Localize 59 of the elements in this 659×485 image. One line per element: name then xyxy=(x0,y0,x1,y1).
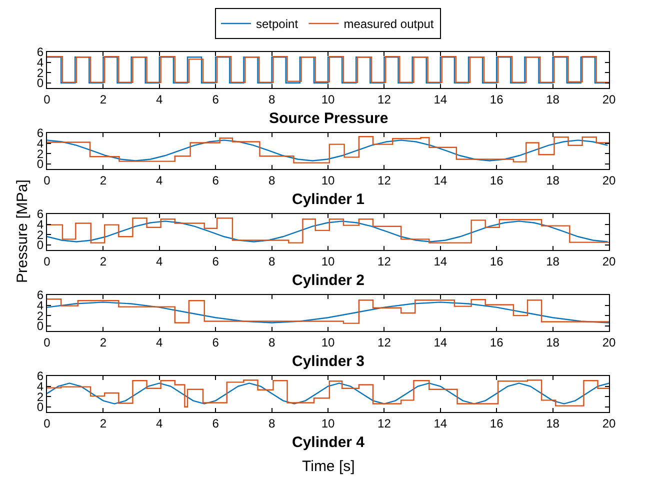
x-tick-label: 16 xyxy=(490,254,504,268)
x-tick-label: 2 xyxy=(100,335,107,350)
text: Cylinder 2 xyxy=(292,272,365,289)
x-tick-label: 18 xyxy=(546,416,560,430)
x-tick-label: 14 xyxy=(434,173,448,188)
x-tick-label: 4 xyxy=(156,173,164,188)
x-tick-label: 14 xyxy=(434,335,448,350)
x-tick-label: 10 xyxy=(321,92,335,106)
legend-label: setpoint xyxy=(256,17,299,32)
x-tick-label: 10 xyxy=(321,335,335,350)
x-tick-label: 18 xyxy=(546,92,560,106)
x-tick-label: 14 xyxy=(434,92,448,106)
x-tick-label: 10 xyxy=(321,416,335,430)
x-tick-label: 12 xyxy=(378,173,392,188)
x-tick-label: 14 xyxy=(434,254,448,268)
x-tick-label: 12 xyxy=(378,254,392,268)
legend-label: measured output xyxy=(344,17,434,32)
x-tick-label: 8 xyxy=(268,254,276,268)
x-tick-label: 12 xyxy=(378,92,392,106)
x-tick-label: 4 xyxy=(156,335,164,350)
y-axis-title: Pressure [MPa] xyxy=(14,180,31,283)
x-tick-label: 6 xyxy=(212,254,220,268)
x-tick-label: 2 xyxy=(100,173,107,188)
x-tick-label: 20 xyxy=(602,173,616,188)
x-tick-label: 6 xyxy=(212,92,220,106)
x-tick-label: 2 xyxy=(100,416,107,430)
x-tick-label: 16 xyxy=(490,335,504,350)
x-tick-label: 10 xyxy=(321,173,335,188)
text: Cylinder 3 xyxy=(292,353,365,370)
x-tick-label: 16 xyxy=(490,173,504,188)
x-tick-label: 12 xyxy=(378,335,392,350)
x-tick-label: 8 xyxy=(268,173,276,188)
text: Source Pressure xyxy=(269,110,388,127)
x-tick-label: 20 xyxy=(602,416,616,430)
text: Cylinder 4 xyxy=(292,434,366,451)
x-tick-label: 2 xyxy=(100,92,107,106)
x-tick-label: 4 xyxy=(156,92,164,106)
x-axis-title: Time [s] xyxy=(302,458,355,475)
x-tick-label: 16 xyxy=(490,92,504,106)
x-tick-label: 18 xyxy=(546,335,560,350)
x-tick-label: 20 xyxy=(602,254,616,268)
x-tick-label: 6 xyxy=(212,416,220,430)
x-tick-label: 6 xyxy=(212,173,220,188)
x-tick-label: 20 xyxy=(602,92,616,106)
x-tick-label: 18 xyxy=(546,254,560,268)
x-tick-label: 2 xyxy=(100,254,107,268)
x-tick-label: 4 xyxy=(156,254,164,268)
x-tick-label: 12 xyxy=(378,416,392,430)
text: Cylinder 1 xyxy=(292,191,365,208)
x-tick-label: 8 xyxy=(268,92,276,106)
x-tick-label: 14 xyxy=(434,416,448,430)
x-tick-label: 8 xyxy=(268,416,276,430)
x-tick-label: 8 xyxy=(268,335,276,350)
x-tick-label: 20 xyxy=(602,335,616,350)
x-tick-label: 16 xyxy=(490,416,504,430)
x-tick-label: 4 xyxy=(156,416,164,430)
x-tick-label: 6 xyxy=(212,335,220,350)
x-tick-label: 10 xyxy=(321,254,335,268)
x-tick-label: 18 xyxy=(546,173,560,188)
